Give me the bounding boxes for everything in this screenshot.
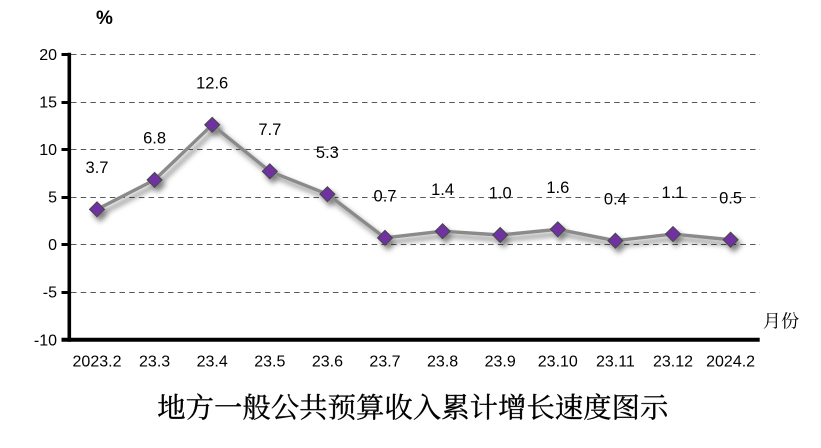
svg-text:20: 20 — [39, 47, 57, 64]
svg-text:2024.2: 2024.2 — [706, 354, 755, 371]
svg-text:23.12: 23.12 — [653, 354, 693, 371]
svg-text:23.8: 23.8 — [427, 354, 458, 371]
svg-text:23.5: 23.5 — [254, 354, 285, 371]
svg-text:0: 0 — [48, 237, 57, 254]
svg-text:2023.2: 2023.2 — [73, 354, 122, 371]
svg-text:1.0: 1.0 — [489, 185, 512, 203]
svg-text:1.6: 1.6 — [546, 179, 569, 197]
svg-text:15: 15 — [39, 95, 57, 112]
svg-text:0.4: 0.4 — [604, 190, 627, 208]
svg-text:23.7: 23.7 — [369, 354, 400, 371]
svg-text:%: % — [96, 8, 113, 29]
svg-text:23.9: 23.9 — [485, 354, 516, 371]
svg-text:10: 10 — [39, 142, 57, 159]
svg-text:0.7: 0.7 — [374, 188, 397, 206]
svg-text:-10: -10 — [34, 333, 57, 350]
svg-text:5: 5 — [48, 190, 57, 207]
svg-text:23.6: 23.6 — [312, 354, 343, 371]
svg-text:7.7: 7.7 — [258, 121, 281, 139]
svg-text:23.3: 23.3 — [139, 354, 170, 371]
svg-text:0.5: 0.5 — [719, 189, 742, 207]
svg-text:3.7: 3.7 — [86, 159, 109, 177]
svg-text:1.4: 1.4 — [431, 181, 454, 199]
svg-text:1.1: 1.1 — [662, 184, 685, 202]
svg-text:12.6: 12.6 — [196, 75, 228, 93]
svg-text:6.8: 6.8 — [143, 130, 166, 148]
svg-text:23.11: 23.11 — [596, 354, 635, 371]
svg-text:-5: -5 — [43, 285, 57, 302]
svg-text:23.10: 23.10 — [538, 354, 578, 371]
svg-text:5.3: 5.3 — [316, 144, 339, 162]
svg-text:23.4: 23.4 — [197, 354, 228, 371]
